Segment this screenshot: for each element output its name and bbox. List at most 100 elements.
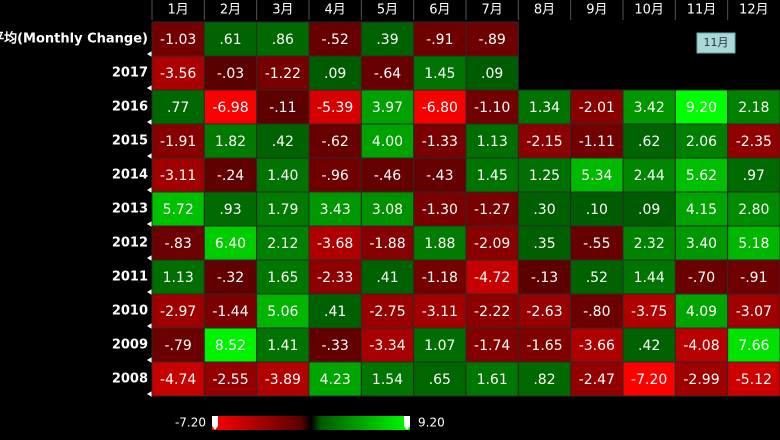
- heatmap-cell: [308, 361, 362, 397]
- cell-label: -3.68: [317, 236, 353, 252]
- row-tick: [147, 289, 152, 295]
- heatmap-cell: [622, 89, 676, 125]
- cell-label: 1.45: [424, 66, 455, 82]
- cell-label: -2.75: [369, 304, 405, 320]
- heatmap-cell: [256, 157, 310, 193]
- cell-label: 4.15: [686, 202, 717, 218]
- cell-label: 5.62: [686, 168, 717, 184]
- row-label: 2009: [112, 338, 148, 353]
- heatmap-cell: [674, 123, 729, 159]
- cell-label: 4.23: [320, 372, 351, 388]
- row-tick: [147, 255, 152, 261]
- heatmap-cell: [465, 327, 519, 363]
- row-tick: [147, 391, 152, 397]
- row-label: 平均(Monthly Change): [0, 31, 148, 47]
- row-label: 2015: [112, 134, 148, 149]
- cell-label: -3.66: [579, 338, 615, 354]
- cell-label: .41: [376, 270, 398, 286]
- heatmap-cell: [517, 89, 572, 125]
- heatmap-cell: [517, 293, 572, 329]
- cell-label: -2.01: [579, 100, 615, 116]
- row-tick: [147, 85, 152, 91]
- cell-label: 5.34: [581, 168, 612, 184]
- row-tick: [147, 323, 152, 329]
- heatmap-cell: [308, 157, 362, 193]
- colorbar-min-handle: [212, 416, 218, 430]
- cell-label: .42: [272, 134, 294, 150]
- cell-label: -7.20: [631, 372, 667, 388]
- heatmap-cell: [256, 361, 310, 397]
- heatmap-cell: [308, 55, 362, 91]
- cell-label: -6.98: [212, 100, 248, 116]
- heatmap-cell: [517, 157, 572, 193]
- cell-label: .10: [586, 202, 608, 218]
- heatmap-cell: [727, 191, 780, 227]
- cell-label: -5.39: [317, 100, 353, 116]
- column-label: 4月: [325, 3, 346, 18]
- heatmap-cell: [727, 293, 780, 329]
- heatmap-cell: [256, 55, 310, 91]
- heatmap-cell: [256, 293, 310, 329]
- cell-label: -4.08: [683, 338, 719, 354]
- cell-label: .65: [429, 372, 451, 388]
- cell-label: .61: [219, 32, 241, 48]
- column-label: 2月: [220, 3, 241, 18]
- cell-label: -.83: [165, 236, 192, 252]
- column-label: 12月: [739, 3, 769, 18]
- heatmap-cell: [465, 191, 519, 227]
- heatmap-cell: [413, 361, 467, 397]
- heatmap-cell: [203, 55, 258, 91]
- cell-label: -1.11: [579, 134, 615, 150]
- cell-label: 1.65: [267, 270, 298, 286]
- heatmap-cell: [727, 361, 780, 397]
- heatmap-cell: [517, 327, 572, 363]
- cell-label: 5.72: [163, 202, 194, 218]
- cell-label: 2.12: [267, 236, 298, 252]
- column-label: 5月: [377, 3, 398, 18]
- heatmap-cell: [256, 225, 310, 261]
- cell-label: -4.74: [160, 372, 196, 388]
- heatmap-cell: [203, 191, 258, 227]
- row-tick: [147, 221, 152, 227]
- cell-label: 5.18: [738, 236, 769, 252]
- heatmap-cell: [151, 123, 205, 159]
- heatmap-cell: [308, 89, 362, 125]
- heatmap-cell: [413, 157, 467, 193]
- cell-label: -.24: [217, 168, 244, 184]
- heatmap-cell: [203, 89, 258, 125]
- row-tick: [147, 357, 152, 363]
- cell-label: .09: [481, 66, 503, 82]
- row-label: 2012: [112, 236, 148, 251]
- cell-label: -2.63: [526, 304, 562, 320]
- cell-label: -.64: [374, 66, 401, 82]
- cell-label: -2.22: [474, 304, 510, 320]
- cell-label: 1.13: [163, 270, 194, 286]
- heatmap-cell: [727, 89, 780, 125]
- cell-label: -.03: [217, 66, 244, 82]
- cell-label: -.96: [322, 168, 349, 184]
- heatmap-cell: [570, 293, 624, 329]
- cell-label: -1.88: [369, 236, 405, 252]
- cell-label: -.79: [165, 338, 192, 354]
- heatmap-cell: [151, 225, 205, 261]
- cell-label: -.80: [583, 304, 610, 320]
- row-label: 2013: [112, 202, 148, 217]
- heatmap-cell: [256, 123, 310, 159]
- heatmap-cell: [674, 225, 729, 261]
- cell-label: -.70: [688, 270, 715, 286]
- cell-label: 1.82: [215, 134, 246, 150]
- row-label: 2016: [112, 100, 148, 115]
- cell-label: -.55: [583, 236, 610, 252]
- cell-label: -.32: [217, 270, 244, 286]
- cell-label: -3.75: [631, 304, 667, 320]
- cell-label: 2.32: [634, 236, 665, 252]
- heatmap-cell: [727, 123, 780, 159]
- heatmap-cell: [151, 21, 205, 57]
- heatmap-cell: [308, 21, 362, 57]
- cell-label: 3.97: [372, 100, 403, 116]
- cell-label: -2.35: [736, 134, 772, 150]
- cell-label: .30: [533, 202, 555, 218]
- cell-label: -2.33: [317, 270, 353, 286]
- cell-label: -4.72: [474, 270, 510, 286]
- cell-label: -.43: [426, 168, 453, 184]
